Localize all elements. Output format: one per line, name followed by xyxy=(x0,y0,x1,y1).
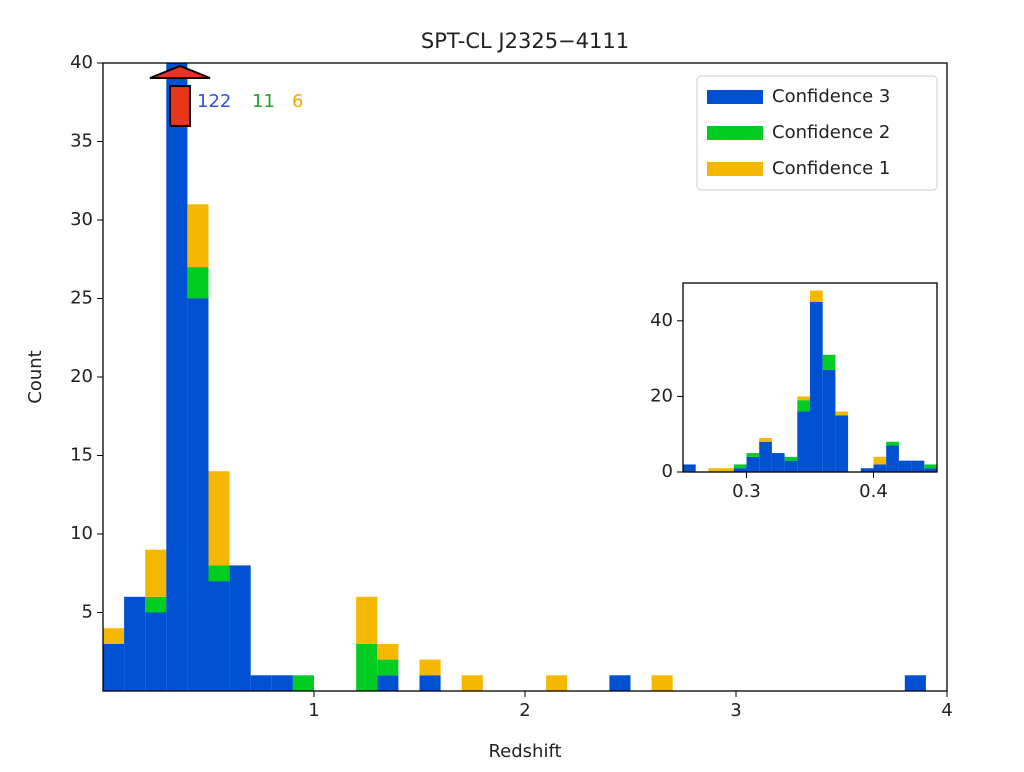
x-tick-label: 0.3 xyxy=(732,481,761,502)
bar xyxy=(924,464,937,469)
bar xyxy=(145,612,167,691)
bar xyxy=(356,643,378,691)
bar xyxy=(784,460,798,472)
legend-label: Confidence 2 xyxy=(772,122,890,143)
bar xyxy=(187,298,209,691)
bar xyxy=(860,468,874,472)
bar xyxy=(746,453,760,457)
main-plot xyxy=(103,63,926,691)
bar xyxy=(546,675,568,691)
bar xyxy=(784,456,798,461)
inset-plot xyxy=(683,290,937,472)
arrow-head xyxy=(149,64,211,79)
bar xyxy=(886,445,899,472)
bar xyxy=(797,396,810,401)
bar xyxy=(145,549,167,597)
bar xyxy=(208,581,230,691)
arrow-body xyxy=(169,85,191,127)
bar xyxy=(771,453,785,472)
bar xyxy=(461,675,483,691)
bar xyxy=(419,659,441,676)
bar xyxy=(810,290,823,302)
bar xyxy=(810,301,823,472)
bar xyxy=(124,596,146,691)
y-tick-label: 40 xyxy=(70,52,93,73)
annotation: 122 xyxy=(197,91,231,112)
x-tick-label: 0.4 xyxy=(859,481,888,502)
x-tick-label: 2 xyxy=(519,700,530,721)
annotation: 6 xyxy=(292,91,303,112)
bar xyxy=(746,456,760,472)
axes-frame xyxy=(682,282,938,473)
bar xyxy=(797,400,810,412)
annotation: 11 xyxy=(252,91,275,112)
bar xyxy=(208,471,230,566)
bar xyxy=(721,468,734,472)
y-tick-label: 35 xyxy=(70,131,93,152)
x-axis-label: Redshift xyxy=(488,741,561,762)
chart-title: SPT-CL J2325−4111 xyxy=(421,29,629,53)
bar xyxy=(904,675,926,691)
bar xyxy=(822,369,836,472)
y-tick-label: 15 xyxy=(70,445,93,466)
y-tick-label: 20 xyxy=(650,385,673,406)
y-tick-label: 30 xyxy=(70,209,93,230)
legend-swatch xyxy=(707,162,763,176)
bar xyxy=(166,63,188,691)
y-tick-label: 25 xyxy=(70,288,93,309)
bar xyxy=(377,675,399,691)
bar xyxy=(911,460,925,472)
text-layer: 1 2 3 4 5 10 15 20 25 30 35 40 Confidence 3 Confidenc… xyxy=(70,52,953,721)
legend-label: Confidence 1 xyxy=(772,158,890,179)
bar xyxy=(924,468,937,472)
bar xyxy=(377,643,399,660)
y-tick-label: 20 xyxy=(70,366,93,387)
bar xyxy=(759,437,772,442)
bar xyxy=(187,204,209,268)
bar xyxy=(208,565,230,582)
bar xyxy=(651,675,673,691)
bar xyxy=(187,267,209,299)
bar xyxy=(822,354,836,370)
bar xyxy=(759,441,772,472)
bar xyxy=(103,628,125,644)
bar xyxy=(683,464,696,472)
y-tick-label: 0 xyxy=(662,461,673,482)
bar xyxy=(873,464,887,472)
bar xyxy=(797,411,810,472)
x-tick-label: 3 xyxy=(730,700,741,721)
bar xyxy=(733,468,747,472)
legend-box xyxy=(696,75,938,191)
bar xyxy=(271,675,293,691)
bar xyxy=(145,596,167,613)
bar xyxy=(103,643,125,691)
bar xyxy=(835,415,849,472)
bar xyxy=(292,675,314,691)
y-tick-label: 10 xyxy=(70,523,93,544)
bar xyxy=(873,456,887,465)
bar xyxy=(609,675,631,691)
legend-swatch xyxy=(707,126,763,140)
bar xyxy=(835,411,849,416)
bar xyxy=(708,468,722,472)
bar xyxy=(229,565,251,691)
y-tick-label: 40 xyxy=(650,310,673,331)
bar xyxy=(733,464,747,469)
x-tick-label: 4 xyxy=(941,700,952,721)
bar xyxy=(886,441,899,446)
bar xyxy=(356,596,378,644)
legend-swatch xyxy=(707,90,763,104)
x-tick-label: 1 xyxy=(308,700,319,721)
legend-label: Confidence 3 xyxy=(772,86,890,107)
bar xyxy=(898,460,912,472)
bar xyxy=(250,675,272,691)
y-axis-label: Count xyxy=(25,350,46,403)
y-tick-label: 5 xyxy=(82,602,93,623)
bar xyxy=(377,659,399,676)
bar xyxy=(419,675,441,691)
